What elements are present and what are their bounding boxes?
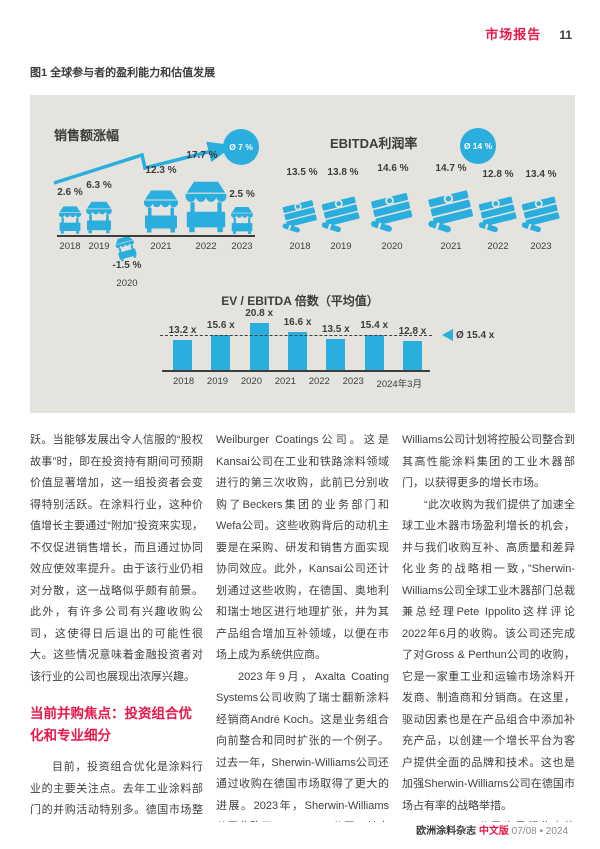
year-label: 2021 bbox=[274, 376, 296, 387]
market-stall-icon bbox=[182, 180, 230, 234]
footer-edition: 中文版 bbox=[478, 826, 509, 837]
ev-ebitda-title: EV / EBITDA 倍数（平均值） bbox=[221, 294, 379, 308]
bar-value-label: 12.8 x bbox=[398, 326, 427, 337]
growth-arrow-icon bbox=[53, 141, 235, 185]
footer-issue: 07/08 • 2024 bbox=[511, 826, 568, 837]
ebitda-year-label: 2021 bbox=[440, 241, 462, 252]
bar bbox=[402, 341, 422, 370]
sales-year-label: 2018 bbox=[59, 241, 81, 252]
paragraph: Williams公司计划将控股公司整合到其高性能涂料集团的工业木器部门，以获得更… bbox=[402, 434, 575, 489]
article-column-2: Weilburger Coatings公司。这是Kansai公司在工业和铁路涂料… bbox=[216, 430, 389, 822]
sales-value-label: 6.3 % bbox=[86, 180, 112, 191]
page-header: 市场报告 11 bbox=[485, 24, 572, 43]
bar-2022: 13.5 x bbox=[322, 300, 350, 370]
ebitda-value-label: 14.7 % bbox=[435, 163, 467, 174]
ebitda-year-label: 2018 bbox=[289, 241, 311, 252]
year-label: 2022 bbox=[308, 376, 330, 387]
ebitda-value-label: 13.4 % bbox=[525, 169, 557, 180]
market-stall-icon bbox=[141, 189, 181, 234]
paragraph: 目前，投资组合优化是涂料行业的主要关注点。去年工业涂料部门的并购活动特别多。德国… bbox=[30, 761, 203, 816]
sales-value-label: 17.7 % bbox=[186, 150, 218, 161]
market-stall-icon bbox=[112, 235, 139, 263]
average-dashed-line bbox=[160, 335, 432, 336]
year-label: 2024年3月 bbox=[376, 379, 422, 390]
year-label: 2019 bbox=[206, 376, 229, 387]
figure-title: 图1 全球参与者的盈利能力和估值发展 bbox=[30, 67, 216, 79]
year-label: 2018 bbox=[173, 376, 195, 387]
ebitda-year-label: 2022 bbox=[487, 241, 509, 252]
article-column-1: 跃。当能够发展出令人信服的“股权故事”时，即在投资持有期间可预期价值显著增加，这… bbox=[30, 430, 203, 822]
ebitda-value-label: 14.6 % bbox=[377, 163, 409, 174]
money-stack-icon bbox=[476, 194, 520, 234]
bar-value-label: 15.6 x bbox=[206, 320, 235, 331]
sales-year-label: 2023 bbox=[231, 241, 253, 252]
sales-year-label: 2019 bbox=[88, 241, 110, 252]
sales-growth-title: 销售额涨幅 bbox=[54, 128, 120, 143]
bar-2018: 13.2 x bbox=[169, 300, 196, 370]
section-heading: 当前并购焦点：投资组合优化和专业细分 bbox=[30, 706, 192, 743]
ebitda-value-label: 13.5 % bbox=[286, 167, 318, 178]
paragraph: “此次收购为我们提供了加速全球工业木器市场盈利增长的机会，并与我们收购互补、高质… bbox=[402, 498, 575, 812]
bar-2020: 20.8 x bbox=[245, 300, 273, 370]
ebitda-title: EBITDA利润率 bbox=[330, 136, 418, 151]
bar-value-label: 13.5 x bbox=[321, 324, 350, 335]
page-number: 11 bbox=[559, 28, 572, 42]
ev-ebitda-year-labels: 2018 2019 2020 2021 2022 2023 2024年3月 bbox=[173, 376, 422, 390]
sales-value-label: 2.6 % bbox=[57, 187, 83, 198]
market-stall-icon bbox=[57, 206, 83, 234]
bar-2019: 15.6 x bbox=[207, 300, 235, 370]
sales-year-label: 2022 bbox=[195, 241, 217, 252]
bar bbox=[211, 335, 231, 370]
footer-magazine: 欧洲涂料杂志 bbox=[416, 826, 477, 837]
paragraph: 跃。当能够发展出令人信服的“股权故事”时，即在投资持有期间可预期价值显著增加，这… bbox=[30, 434, 203, 683]
section-label: 市场报告 bbox=[485, 27, 542, 42]
bar bbox=[287, 332, 307, 370]
average-marker-icon bbox=[436, 329, 453, 341]
bar-2024: 12.8 x bbox=[399, 300, 426, 370]
year-label: 2023 bbox=[342, 376, 364, 387]
bar-2023: 15.4 x bbox=[360, 300, 388, 370]
ebitda-average-badge: Ø 14 % bbox=[460, 128, 496, 164]
figure1-chart-panel: 销售额涨幅 Ø 7 % 2.6 % 6.3 % -1.5 % 12.3 % 17… bbox=[30, 95, 575, 413]
money-stack-icon bbox=[280, 198, 320, 234]
ebitda-value-label: 13.8 % bbox=[327, 167, 359, 178]
money-stack-icon bbox=[519, 194, 563, 234]
money-stack-icon bbox=[425, 188, 477, 234]
sales-average-badge: Ø 7 % bbox=[223, 129, 259, 165]
bar-value-label: 15.4 x bbox=[360, 320, 389, 331]
market-stall-icon bbox=[84, 201, 114, 234]
bar bbox=[249, 323, 269, 370]
bar bbox=[173, 340, 192, 370]
sales-value-label: 12.3 % bbox=[145, 165, 177, 176]
bar-value-label: 16.6 x bbox=[283, 317, 312, 328]
article-body: 跃。当能够发展出令人信服的“股权故事”时，即在投资持有期间可预期价值显著增加，这… bbox=[30, 430, 575, 822]
sales-baseline bbox=[57, 235, 255, 237]
money-stack-icon bbox=[319, 194, 363, 234]
bar-value-label: 20.8 x bbox=[245, 308, 274, 319]
money-stack-icon bbox=[368, 190, 416, 234]
ebitda-value-label: 12.8 % bbox=[482, 169, 514, 180]
market-stall-icon bbox=[229, 207, 255, 234]
sales-value-label: -1.5 % bbox=[112, 260, 142, 271]
sales-value-label: 2.5 % bbox=[229, 189, 255, 200]
paragraph: AkzoNobel公司也是行业内的积极整合者。一个例子是2022年7月收购Lan… bbox=[402, 817, 575, 822]
ebitda-year-label: 2020 bbox=[381, 241, 403, 252]
ev-ebitda-axis-line bbox=[162, 370, 430, 372]
article-column-3: Williams公司计划将控股公司整合到其高性能涂料集团的工业木器部门，以获得更… bbox=[402, 430, 575, 822]
sales-year-label: 2021 bbox=[150, 241, 172, 252]
bar bbox=[364, 335, 384, 370]
bar-value-label: 13.2 x bbox=[168, 325, 197, 336]
average-value-label: Ø 15.4 x bbox=[456, 330, 495, 341]
bar-2021: 16.6 x bbox=[284, 300, 311, 370]
bar bbox=[326, 339, 346, 370]
ev-ebitda-bars: 13.2 x 15.6 x 20.8 x 16.6 x 13.5 x 15.4 … bbox=[169, 300, 426, 370]
ebitda-year-label: 2019 bbox=[330, 241, 352, 252]
year-label: 2020 bbox=[240, 376, 262, 387]
paragraph: 2023年9月，Axalta Coating Systems公司收购了瑞士翻新涂… bbox=[216, 670, 389, 823]
page-footer: 欧洲涂料杂志 中文版 07/08 • 2024 bbox=[416, 822, 568, 837]
paragraph: Weilburger Coatings公司。这是Kansai公司在工业和铁路涂料… bbox=[216, 434, 389, 661]
sales-year-label: 2020 bbox=[116, 278, 138, 289]
ebitda-year-label: 2023 bbox=[530, 241, 552, 252]
